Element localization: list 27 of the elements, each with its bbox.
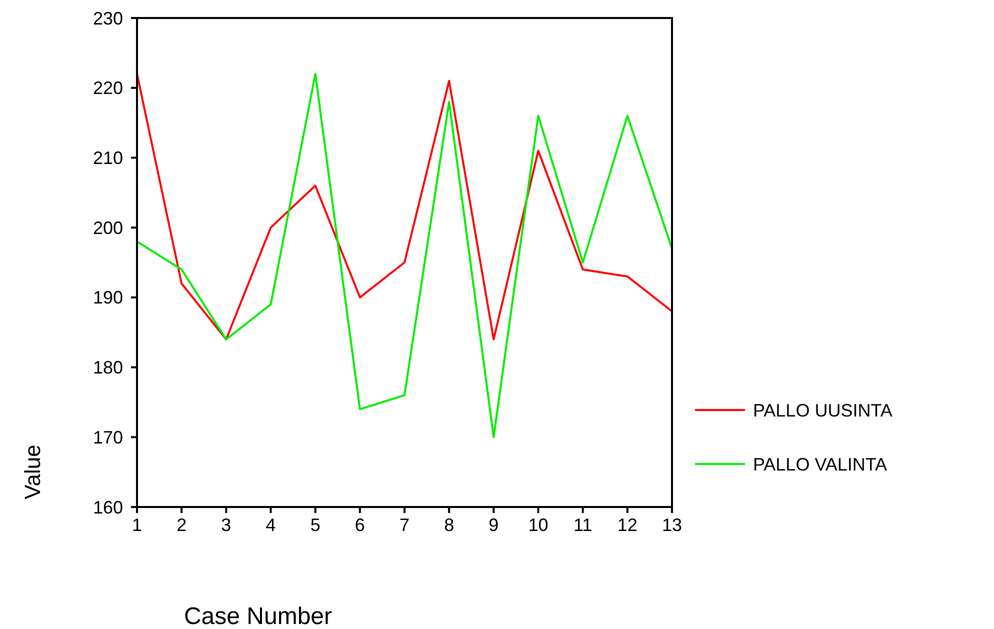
x-tick-label: 3: [221, 515, 232, 535]
x-tick-label: 10: [528, 515, 548, 535]
x-axis-title: Case Number: [184, 603, 332, 629]
x-tick-label: 7: [399, 515, 410, 535]
x-tick-label: 12: [617, 515, 638, 535]
y-tick-label: 210: [92, 148, 123, 168]
legend-label: PALLO UUSINTA: [753, 400, 892, 420]
legend-label: PALLO VALINTA: [753, 454, 888, 474]
y-tick-label: 220: [92, 78, 123, 98]
x-tick-label: 8: [444, 515, 454, 535]
y-axis-title: Value: [20, 444, 45, 500]
x-tick-label: 4: [266, 515, 276, 535]
y-tick-label: 200: [92, 218, 123, 238]
x-tick-label: 1: [132, 515, 142, 535]
x-tick-label: 5: [310, 515, 320, 535]
x-tick-label: 6: [354, 515, 365, 535]
y-tick-label: 190: [92, 288, 123, 308]
y-tick-label: 180: [92, 358, 123, 378]
x-tick-label: 11: [573, 515, 592, 535]
y-tick-label: 230: [92, 8, 123, 28]
y-tick-label: 160: [92, 497, 123, 518]
x-tick-label: 2: [176, 515, 187, 535]
line-series: [136, 72, 673, 340]
y-tick-label: 170: [92, 427, 123, 448]
x-tick-label: 13: [662, 515, 682, 535]
x-tick-label: 9: [488, 515, 499, 535]
line-series: [136, 72, 673, 438]
